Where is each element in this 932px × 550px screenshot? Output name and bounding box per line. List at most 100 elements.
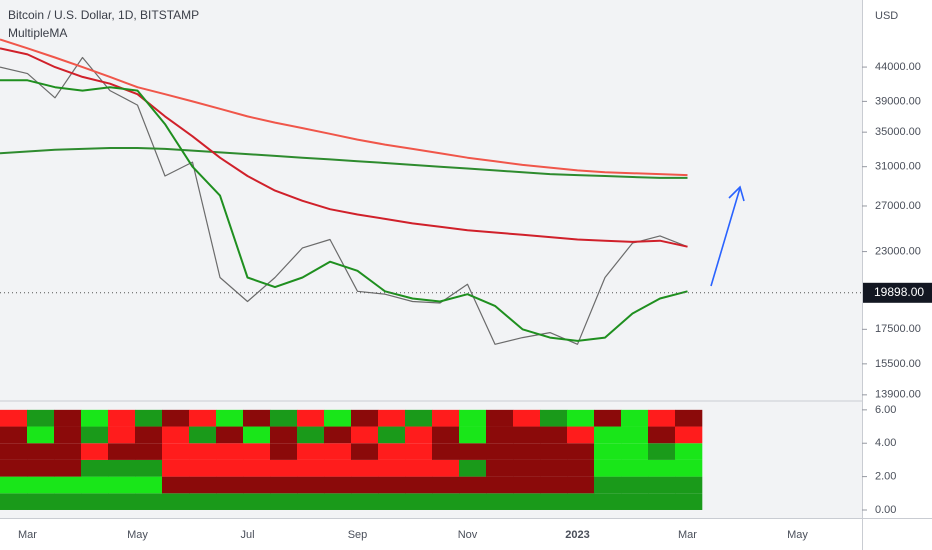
heatmap-cell	[189, 409, 217, 427]
heatmap-cell	[486, 443, 514, 460]
heatmap-cell	[162, 493, 190, 510]
heatmap-cell	[54, 443, 82, 460]
heatmap-cell	[432, 443, 460, 460]
heatmap-cell	[486, 476, 514, 494]
heatmap-cell	[0, 409, 28, 427]
heatmap-cell	[405, 426, 433, 444]
heatmap-cell	[459, 459, 487, 477]
heatmap-cell	[297, 459, 325, 477]
heatmap-cell	[594, 426, 622, 444]
heatmap-cell	[567, 459, 595, 477]
heatmap-cell	[27, 443, 55, 460]
y-tick-label: 23000.00	[875, 245, 921, 257]
heatmap-cell	[405, 493, 433, 510]
heatmap-cell	[648, 426, 676, 444]
x-tick-label: 2023	[565, 529, 589, 541]
heatmap-cell	[108, 459, 136, 477]
heatmap-cell	[0, 443, 28, 460]
x-tick-label: Nov	[458, 529, 478, 541]
heatmap-cell	[459, 409, 487, 427]
heatmap-cell	[675, 426, 703, 444]
heatmap-cell	[297, 426, 325, 444]
heatmap-cell	[648, 409, 676, 427]
heatmap-cell	[243, 426, 271, 444]
heatmap-cell	[27, 409, 55, 427]
heatmap-cell	[270, 459, 298, 477]
heatmap-cell	[297, 476, 325, 494]
heatmap-cell	[486, 426, 514, 444]
heatmap-cell	[81, 493, 109, 510]
heatmap-cell	[675, 459, 703, 477]
moving-average	[0, 47, 688, 248]
heatmap-cell	[675, 443, 703, 460]
heatmap-cell	[405, 443, 433, 460]
heatmap-cell	[270, 426, 298, 444]
heatmap-cell	[459, 476, 487, 494]
heatmap-cell	[54, 459, 82, 477]
y-tick-label: 44000.00	[875, 61, 921, 73]
y-tick-label: 35000.00	[875, 126, 921, 138]
heatmap-cell	[270, 476, 298, 494]
indicator-name: MultipleMA	[8, 26, 67, 40]
y-tick-label: 15500.00	[875, 358, 921, 370]
heatmap-cell	[162, 459, 190, 477]
heatmap-cell	[54, 426, 82, 444]
heatmap-cell	[594, 476, 622, 494]
heatmap-cell	[675, 476, 703, 494]
heatmap-cell	[108, 476, 136, 494]
heatmap-cell	[324, 493, 352, 510]
x-tick-label: Jul	[240, 529, 254, 541]
heatmap-cell	[216, 443, 244, 460]
heatmap-cell	[81, 409, 109, 427]
heatmap-cell	[135, 476, 163, 494]
moving-average	[0, 147, 688, 179]
heatmap-cell	[648, 493, 676, 510]
heatmap-cell	[405, 409, 433, 427]
heatmap-cell	[594, 443, 622, 460]
last-price-box	[863, 282, 932, 303]
heatmap-cell	[378, 493, 406, 510]
heatmap-cell	[189, 476, 217, 494]
heatmap-cell	[243, 459, 271, 477]
heatmap-cell	[27, 476, 55, 494]
x-tick-label: May	[127, 529, 148, 541]
heatmap-cell	[675, 409, 703, 427]
heatmap-cell	[243, 409, 271, 427]
heatmap-cell	[432, 476, 460, 494]
heatmap-cell	[513, 409, 541, 427]
last-price-label: 19898.00	[874, 285, 924, 299]
heatmap-cell	[0, 426, 28, 444]
heatmap-cell	[648, 459, 676, 477]
heatmap-cell	[567, 493, 595, 510]
x-tick-label: Mar	[18, 529, 37, 541]
heatmap-cell	[405, 476, 433, 494]
y-tick-label: 4.00	[875, 437, 896, 449]
x-tick-label: Sep	[348, 529, 368, 541]
heatmap-cell	[324, 426, 352, 444]
heatmap-cell	[27, 493, 55, 510]
heatmap-cell	[216, 476, 244, 494]
heatmap-cell	[351, 459, 379, 477]
heatmap-cell	[432, 409, 460, 427]
heatmap-cell	[189, 493, 217, 510]
heatmap-cell	[594, 493, 622, 510]
heatmap-cell	[216, 493, 244, 510]
heatmap-cell	[621, 409, 649, 427]
heatmap-cell	[432, 459, 460, 477]
heatmap-cell	[621, 426, 649, 444]
heatmap-cell	[81, 426, 109, 444]
heatmap-cell	[594, 459, 622, 477]
heatmap-cell	[270, 493, 298, 510]
heatmap-cell	[27, 426, 55, 444]
x-tick-label: May	[787, 529, 808, 541]
heatmap-cell	[621, 476, 649, 494]
heatmap-cell	[648, 443, 676, 460]
heatmap-cell	[378, 443, 406, 460]
heatmap-cell	[135, 493, 163, 510]
heatmap-cell	[351, 426, 379, 444]
y-tick-label: 0.00	[875, 504, 896, 516]
heatmap-cell	[81, 476, 109, 494]
heatmap-cell	[513, 459, 541, 477]
heatmap-cell	[108, 409, 136, 427]
